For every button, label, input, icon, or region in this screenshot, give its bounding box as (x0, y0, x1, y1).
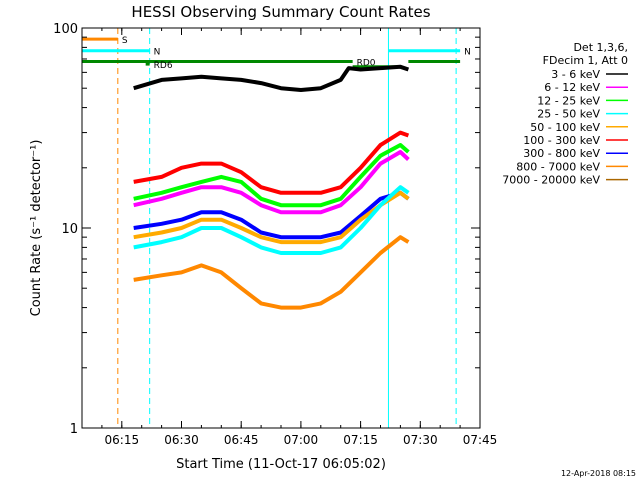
legend-label-2: 12 - 25 keV (537, 94, 600, 107)
legend-label-5: 100 - 300 keV (523, 134, 600, 147)
y-tick-label-1: 10 (61, 222, 78, 237)
y-axis-label: Count Rate (s⁻¹ detector⁻¹) (29, 140, 44, 317)
x-tick-label-4: 07:15 (343, 433, 378, 447)
legend-header-line-1: Det 1,3,6, (573, 41, 628, 54)
state-label-1: N (154, 48, 161, 58)
x-axis-label: Start Time (11-Oct-17 06:05:02) (176, 457, 386, 472)
legend-label-6: 300 - 800 keV (523, 147, 600, 160)
x-tick-label-1: 06:30 (164, 433, 199, 447)
state-label-3: RD0 (357, 58, 376, 68)
state-label-2: N (464, 48, 471, 58)
legend-header-line-2: FDecim 1, Att 0 (543, 54, 628, 67)
legend-label-8: 7000 - 20000 keV (502, 174, 600, 187)
series-line-3 (133, 185, 410, 255)
state-label-4: RD6 (154, 61, 173, 71)
legend-label-3: 25 - 50 keV (537, 108, 600, 121)
series-line-6 (133, 190, 410, 240)
series-line-5 (133, 130, 410, 195)
series-line-7 (133, 235, 410, 310)
chart-title: HESSI Observing Summary Count Rates (131, 3, 430, 21)
x-tick-label-3: 07:00 (284, 433, 319, 447)
state-label-0: S (122, 36, 128, 46)
x-tick-label-0: 06:15 (105, 433, 140, 447)
timestamp: 12-Apr-2018 08:15 (561, 469, 636, 478)
legend-label-7: 800 - 7000 keV (516, 160, 600, 173)
legend-label-1: 6 - 12 keV (544, 81, 600, 94)
series-line-1 (133, 150, 410, 215)
x-tick-label-2: 06:45 (224, 433, 259, 447)
x-tick-label-6: 07:45 (463, 433, 498, 447)
legend-label-4: 50 - 100 keV (530, 121, 600, 134)
plot-area: S N N RD0 RD6 (82, 28, 471, 428)
series-line-2 (133, 143, 410, 208)
legend-label-0: 3 - 6 keV (551, 68, 600, 81)
series-line-0 (133, 64, 410, 92)
y-tick-label-2: 100 (53, 22, 78, 37)
x-tick-label-5: 07:30 (403, 433, 438, 447)
y-tick-label-0: 1 (70, 422, 78, 437)
axes: 06:15 06:30 06:45 07:00 07:15 07:30 07:45 1 10 10… (53, 22, 497, 447)
